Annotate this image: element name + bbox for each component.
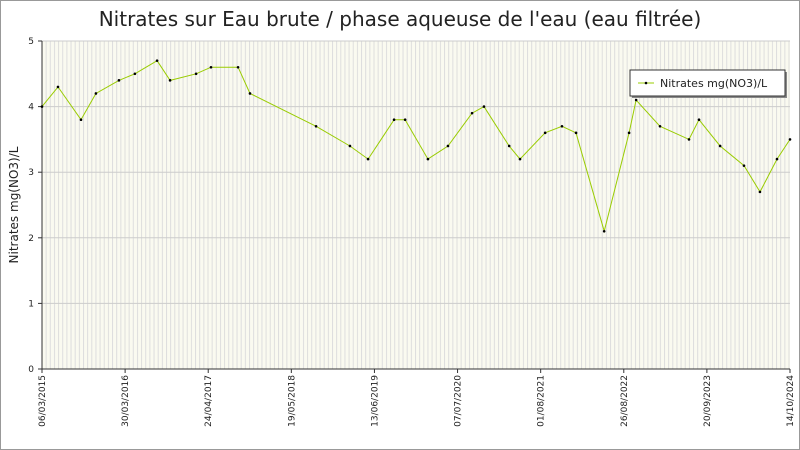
data-point [627,131,631,135]
x-tick-label: 14/10/2024 [786,375,796,427]
data-point [40,105,44,108]
x-tick-label: 26/08/2022 [620,375,630,427]
data-point [133,72,137,76]
legend-label: Nitrates mg(NO3)/L [660,77,768,90]
data-point [788,138,792,141]
y-tick-label: 5 [28,37,34,47]
data-point [697,118,701,122]
data-point [758,190,762,194]
data-point [94,92,98,95]
data-point [314,124,318,128]
data-point [426,157,430,161]
y-tick-label: 2 [28,234,34,244]
data-point [602,229,606,233]
x-tick-label: 19/05/2018 [287,375,297,427]
y-tick-label: 4 [28,103,34,113]
data-point [518,157,522,161]
data-point [348,144,352,148]
data-point [634,98,638,102]
data-point [574,131,578,135]
data-point [687,138,691,141]
y-tick-label: 0 [28,365,34,375]
data-point [194,72,198,76]
y-axis-label: Nitrates mg(NO3)/L [7,146,21,263]
x-tick-label: 13/06/2019 [370,375,380,427]
data-point [742,164,746,167]
data-point [79,118,83,122]
data-point [117,79,121,82]
x-tick-label: 24/04/2017 [204,375,214,427]
data-point [470,111,474,115]
data-point [543,131,547,135]
data-point [482,105,486,108]
data-point [209,65,213,69]
x-tick-label: 20/09/2023 [703,375,713,427]
y-tick-label: 3 [28,168,34,178]
chart-title: Nitrates sur Eau brute / phase aqueuse d… [99,7,702,31]
x-tick-label: 06/03/2015 [38,375,48,427]
data-point [718,144,722,148]
x-tick-label: 01/08/2021 [537,375,547,427]
data-point [560,124,564,128]
data-point [403,118,407,122]
legend: Nitrates mg(NO3)/L [629,69,787,98]
data-point [775,157,779,161]
y-tick-label: 1 [28,299,34,309]
data-point [248,92,252,95]
legend-box [629,69,786,97]
data-point [168,79,172,82]
data-point [366,157,370,161]
data-point [507,144,511,148]
data-point [236,65,240,69]
data-point [658,124,662,128]
data-point [56,85,60,89]
data-point [446,144,450,148]
x-tick-label: 07/07/2020 [454,375,464,427]
data-point [392,118,396,122]
x-tick-label: 30/03/2016 [121,375,131,427]
data-point [155,59,159,62]
legend-marker [644,81,648,85]
